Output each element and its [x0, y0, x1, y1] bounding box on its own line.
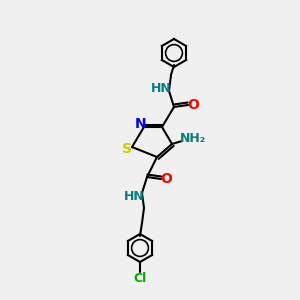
Text: O: O: [187, 98, 199, 112]
Text: Cl: Cl: [134, 272, 147, 284]
Text: HN: HN: [151, 82, 171, 94]
Text: NH₂: NH₂: [180, 133, 206, 146]
Text: S: S: [122, 142, 132, 156]
Text: HN: HN: [124, 190, 144, 203]
Text: O: O: [160, 172, 172, 186]
Text: N: N: [135, 117, 147, 131]
